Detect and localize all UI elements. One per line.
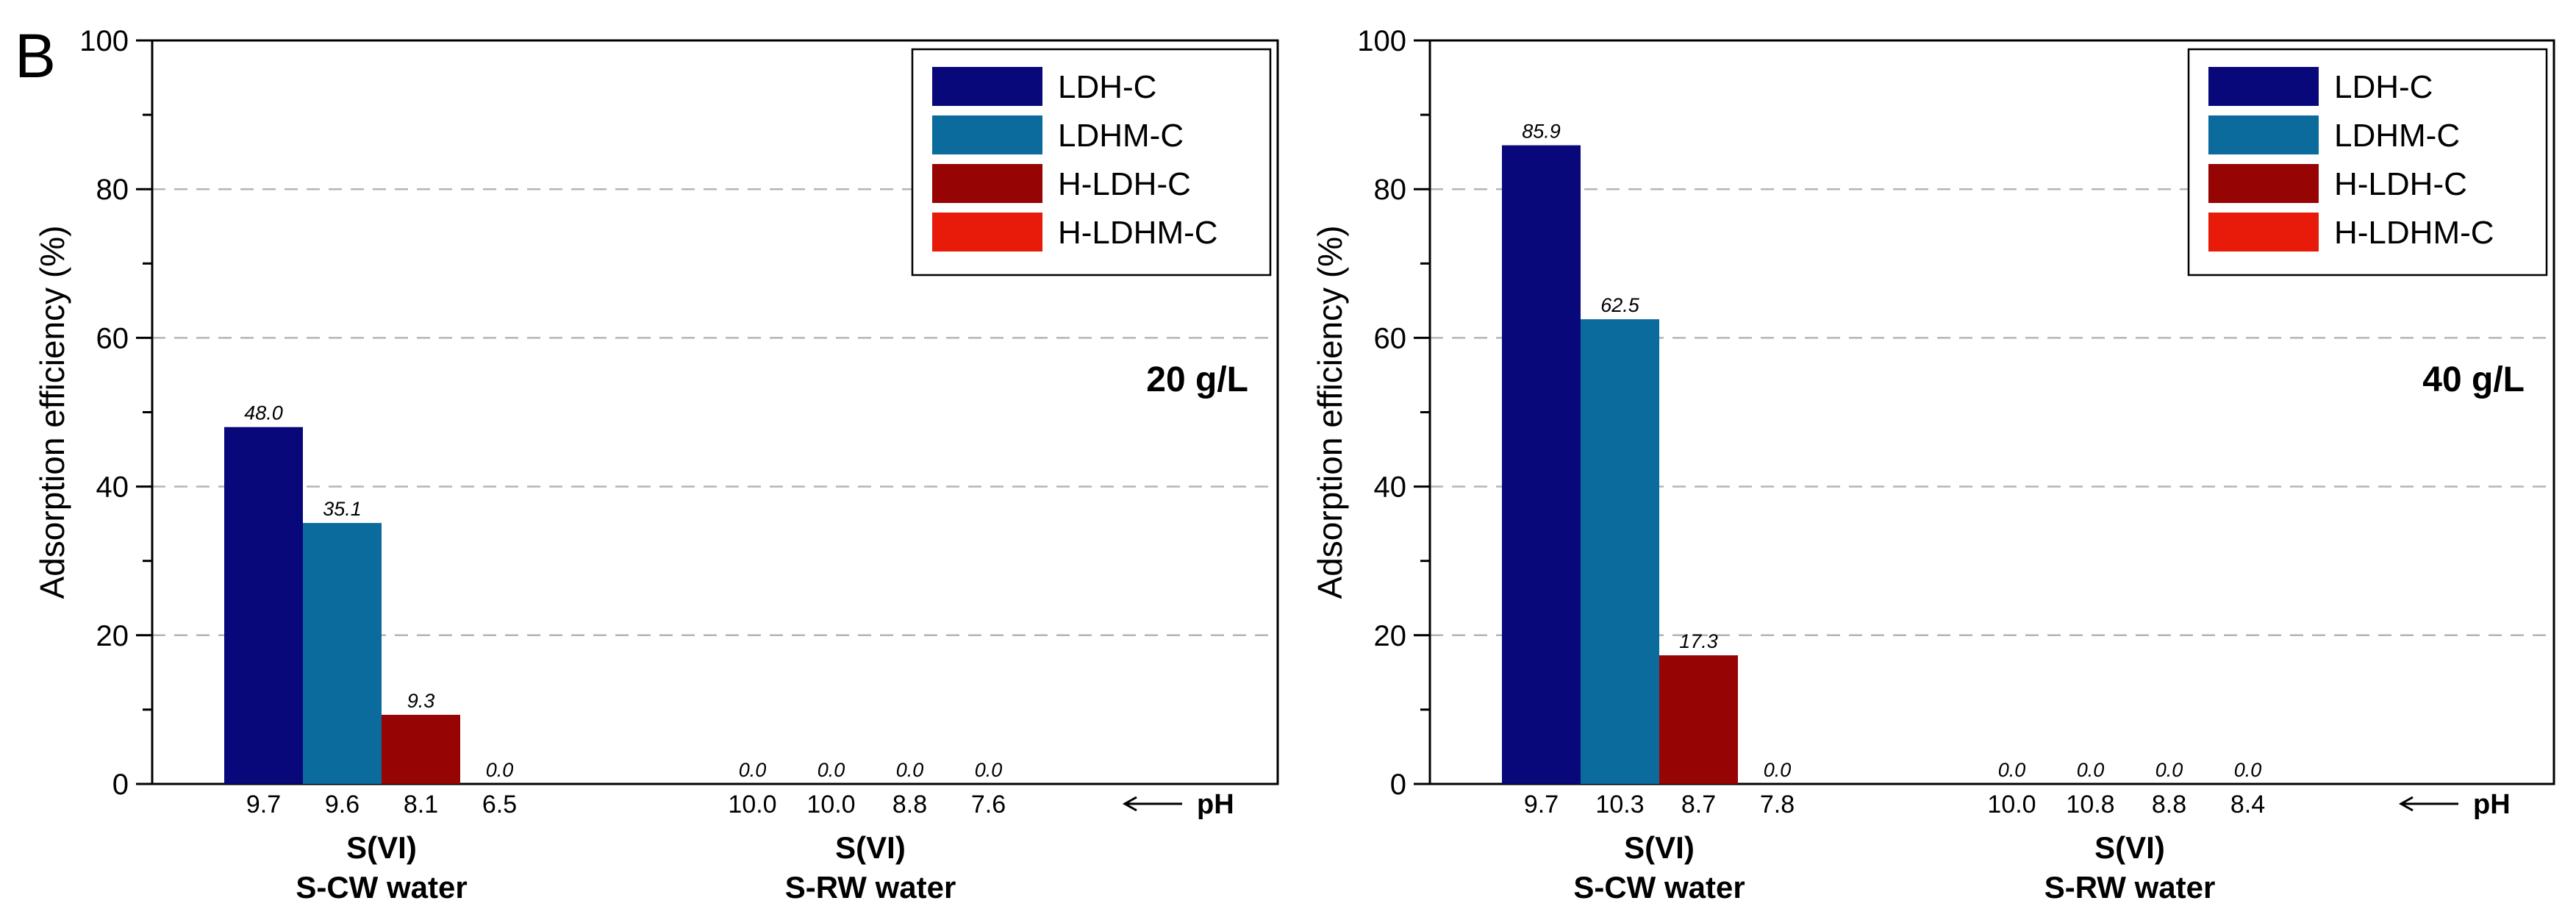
ph-value-label: 10.0 — [728, 791, 776, 819]
bar-value-label: 0.0 — [2234, 759, 2262, 781]
bar-value-label: 0.0 — [975, 759, 1003, 781]
ph-value-label: 8.4 — [2230, 791, 2265, 819]
bar-value-label: 0.0 — [486, 759, 514, 781]
legend-swatch-ldh-c — [932, 67, 1042, 106]
ph-value-label: 9.7 — [1524, 791, 1559, 819]
bar-value-label: 0.0 — [1998, 759, 2026, 781]
bar-ldhm-c — [303, 523, 382, 784]
y-tick-label: 40 — [96, 471, 129, 504]
bar-value-label: 0.0 — [2155, 759, 2183, 781]
ph-value-label: 10.0 — [1987, 791, 2036, 819]
ph-value-label: 8.8 — [2152, 791, 2186, 819]
legend-label-h-ldh-c: H-LDH-C — [2334, 166, 2467, 202]
legend-swatch-ldh-c — [2208, 67, 2319, 106]
group-label-line2: S-CW water — [296, 870, 467, 905]
y-tick-label: 20 — [96, 620, 129, 652]
y-tick-label: 100 — [79, 25, 129, 57]
group-label-line1: S(VI) — [1624, 830, 1695, 865]
legend-swatch-h-ldhm-c — [932, 213, 1042, 252]
y-tick-label: 0 — [1390, 769, 1406, 801]
bar-value-label: 85.9 — [1522, 121, 1561, 143]
legend-label-h-ldhm-c: H-LDHM-C — [1058, 215, 1218, 251]
ph-value-label: 8.8 — [892, 791, 927, 819]
ph-value-label: 10.0 — [806, 791, 855, 819]
y-tick-label: 80 — [96, 174, 129, 206]
y-tick-label: 60 — [96, 322, 129, 354]
y-tick-label: 20 — [1374, 620, 1407, 652]
bar-h-ldh-c — [1659, 655, 1738, 784]
ph-arrow-label: pH — [1197, 789, 1234, 820]
y-tick-label: 60 — [1374, 322, 1407, 354]
bar-value-label: 0.0 — [739, 759, 767, 781]
legend-swatch-h-ldh-c — [932, 164, 1042, 203]
ph-value-label: 9.7 — [246, 791, 281, 819]
legend-label-h-ldhm-c: H-LDHM-C — [2334, 215, 2494, 251]
legend-label-ldhm-c: LDHM-C — [1058, 118, 1184, 154]
bar-value-label: 9.3 — [407, 690, 435, 712]
y-tick-label: 40 — [1374, 471, 1407, 504]
ph-value-label: 6.5 — [482, 791, 517, 819]
bar-value-label: 35.1 — [323, 498, 362, 520]
ph-value-label: 8.7 — [1681, 791, 1716, 819]
concentration-label: 40 g/L — [2422, 360, 2525, 399]
bar-value-label: 0.0 — [2077, 759, 2105, 781]
bar-value-label: 0.0 — [1764, 759, 1792, 781]
group-label-line1: S(VI) — [346, 830, 417, 865]
y-tick-label: 80 — [1374, 174, 1407, 206]
y-tick-label: 100 — [1357, 25, 1406, 57]
bar-ldh-c — [224, 427, 303, 784]
group-label-line2: S-RW water — [785, 870, 956, 905]
panel-letter: B — [15, 21, 56, 90]
bar-value-label: 62.5 — [1600, 294, 1640, 316]
ph-value-label: 7.8 — [1760, 791, 1795, 819]
bar-value-label: 0.0 — [896, 759, 924, 781]
y-axis-label: Adsorption efficiency (%) — [1311, 226, 1349, 599]
legend-label-ldh-c: LDH-C — [2334, 69, 2433, 105]
bar-ldhm-c — [1581, 319, 1659, 784]
legend-swatch-ldhm-c — [932, 115, 1042, 154]
concentration-label: 20 g/L — [1146, 360, 1248, 399]
legend-label-ldh-c: LDH-C — [1058, 69, 1156, 105]
ph-value-label: 9.6 — [325, 791, 359, 819]
ph-value-label: 8.1 — [404, 791, 438, 819]
legend-swatch-h-ldhm-c — [2208, 213, 2319, 252]
y-tick-label: 0 — [112, 769, 129, 801]
bar-ldh-c — [1502, 145, 1581, 784]
legend-swatch-h-ldh-c — [2208, 164, 2319, 203]
ph-value-label: 10.8 — [2066, 791, 2114, 819]
chart-panel-20gL: 0 20 40 60 80 100 Adsorption efficiency (%) 20 … — [33, 25, 1279, 905]
group-label-line1: S(VI) — [835, 830, 906, 865]
legend-swatch-ldhm-c — [2208, 115, 2319, 154]
ph-arrow-label: pH — [2473, 789, 2511, 820]
ph-arrow-head-icon — [2398, 796, 2414, 812]
group-label-line1: S(VI) — [2094, 830, 2165, 865]
y-axis-label: Adsorption efficiency (%) — [33, 226, 71, 599]
group-label-line2: S-RW water — [2044, 870, 2216, 905]
bar-value-label: 0.0 — [817, 759, 845, 781]
group-label-line2: S-CW water — [1573, 870, 1745, 905]
bar-value-label: 48.0 — [244, 402, 283, 424]
legend-label-h-ldh-c: H-LDH-C — [1058, 166, 1191, 202]
ph-value-label: 10.3 — [1595, 791, 1644, 819]
ph-arrow-head-icon — [1122, 796, 1137, 812]
bar-value-label: 17.3 — [1679, 630, 1718, 652]
ph-value-label: 7.6 — [971, 791, 1006, 819]
legend-label-ldhm-c: LDHM-C — [2334, 118, 2460, 154]
chart-panel-40gL: 0 20 40 60 80 100 Adsorption efficiency (%) 40 … — [1311, 25, 2555, 905]
bar-h-ldh-c — [382, 714, 460, 784]
